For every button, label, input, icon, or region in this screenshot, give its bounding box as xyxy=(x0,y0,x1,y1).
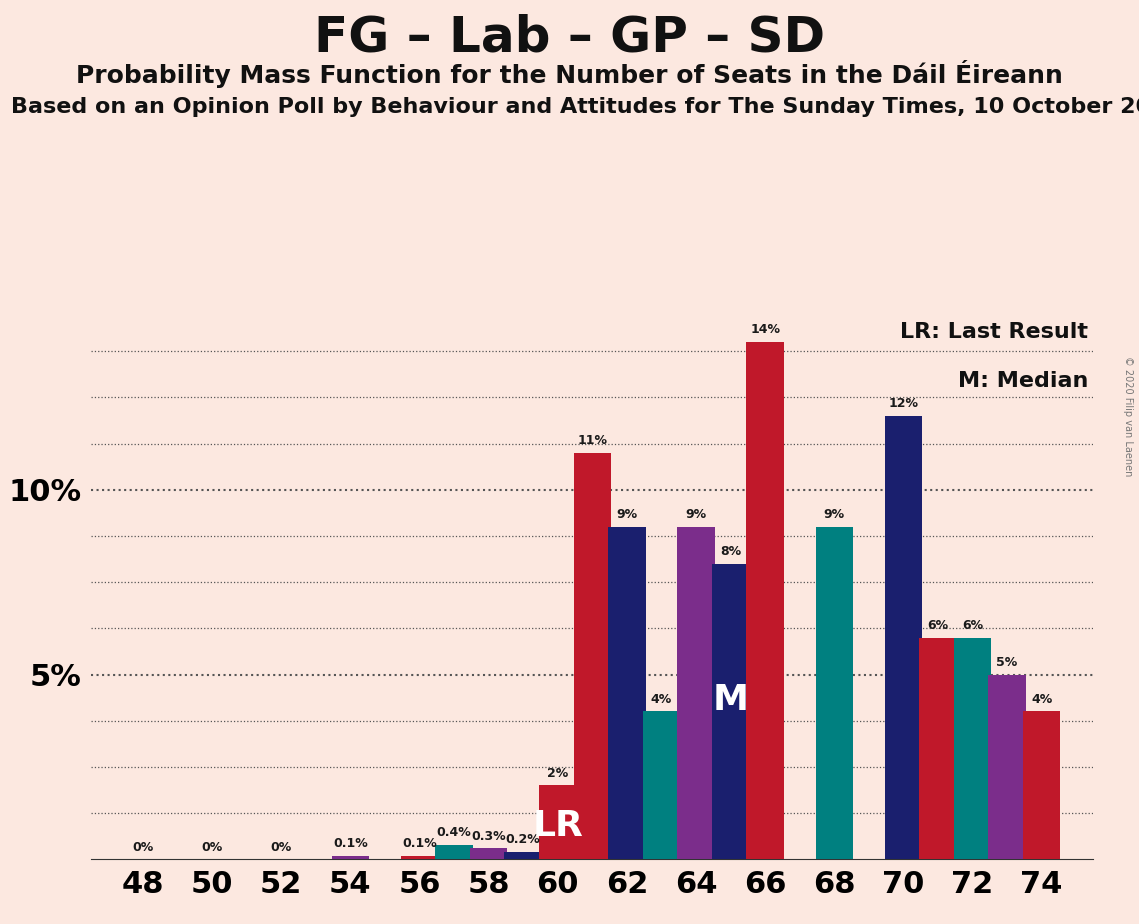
Text: 0%: 0% xyxy=(202,841,223,854)
Bar xyxy=(746,342,784,859)
Text: 9%: 9% xyxy=(823,508,845,521)
Text: © 2020 Filip van Laenen: © 2020 Filip van Laenen xyxy=(1123,356,1133,476)
Text: 4%: 4% xyxy=(1031,693,1052,706)
Text: 9%: 9% xyxy=(616,508,638,521)
Bar xyxy=(953,638,991,859)
Text: 6%: 6% xyxy=(962,619,983,632)
Text: 0%: 0% xyxy=(271,841,292,854)
Bar xyxy=(435,845,473,859)
Bar xyxy=(470,848,507,859)
Text: 0.4%: 0.4% xyxy=(436,826,472,839)
Text: LR: LR xyxy=(532,809,583,843)
Text: Probability Mass Function for the Number of Seats in the Dáil Éireann: Probability Mass Function for the Number… xyxy=(76,60,1063,88)
Text: 6%: 6% xyxy=(927,619,949,632)
Text: 0.1%: 0.1% xyxy=(333,837,368,850)
Text: FG – Lab – GP – SD: FG – Lab – GP – SD xyxy=(314,14,825,62)
Bar xyxy=(574,453,611,859)
Text: Based on an Opinion Poll by Behaviour and Attitudes for The Sunday Times, 10 Oct: Based on an Opinion Poll by Behaviour an… xyxy=(11,97,1139,117)
Bar xyxy=(885,416,921,859)
Bar xyxy=(1023,711,1060,859)
Bar xyxy=(608,527,646,859)
Text: LR: Last Result: LR: Last Result xyxy=(901,322,1089,342)
Text: 11%: 11% xyxy=(577,434,607,447)
Text: 5%: 5% xyxy=(997,656,1017,669)
Text: 4%: 4% xyxy=(650,693,672,706)
Text: 0.2%: 0.2% xyxy=(506,833,541,846)
Text: 2%: 2% xyxy=(547,767,568,780)
Text: 0.3%: 0.3% xyxy=(472,830,506,843)
Bar xyxy=(816,527,853,859)
Text: 9%: 9% xyxy=(686,508,706,521)
Bar xyxy=(642,711,680,859)
Bar xyxy=(401,856,439,859)
Text: M: Median: M: Median xyxy=(958,371,1089,392)
Bar xyxy=(989,675,1026,859)
Bar xyxy=(539,785,576,859)
Text: 12%: 12% xyxy=(888,397,918,410)
Text: 8%: 8% xyxy=(720,545,741,558)
Bar xyxy=(505,852,542,859)
Text: 0%: 0% xyxy=(132,841,154,854)
Bar xyxy=(712,564,749,859)
Text: M: M xyxy=(713,683,748,717)
Bar xyxy=(919,638,957,859)
Text: 14%: 14% xyxy=(751,323,780,336)
Bar xyxy=(331,856,369,859)
Text: 0.1%: 0.1% xyxy=(402,837,437,850)
Bar xyxy=(678,527,714,859)
